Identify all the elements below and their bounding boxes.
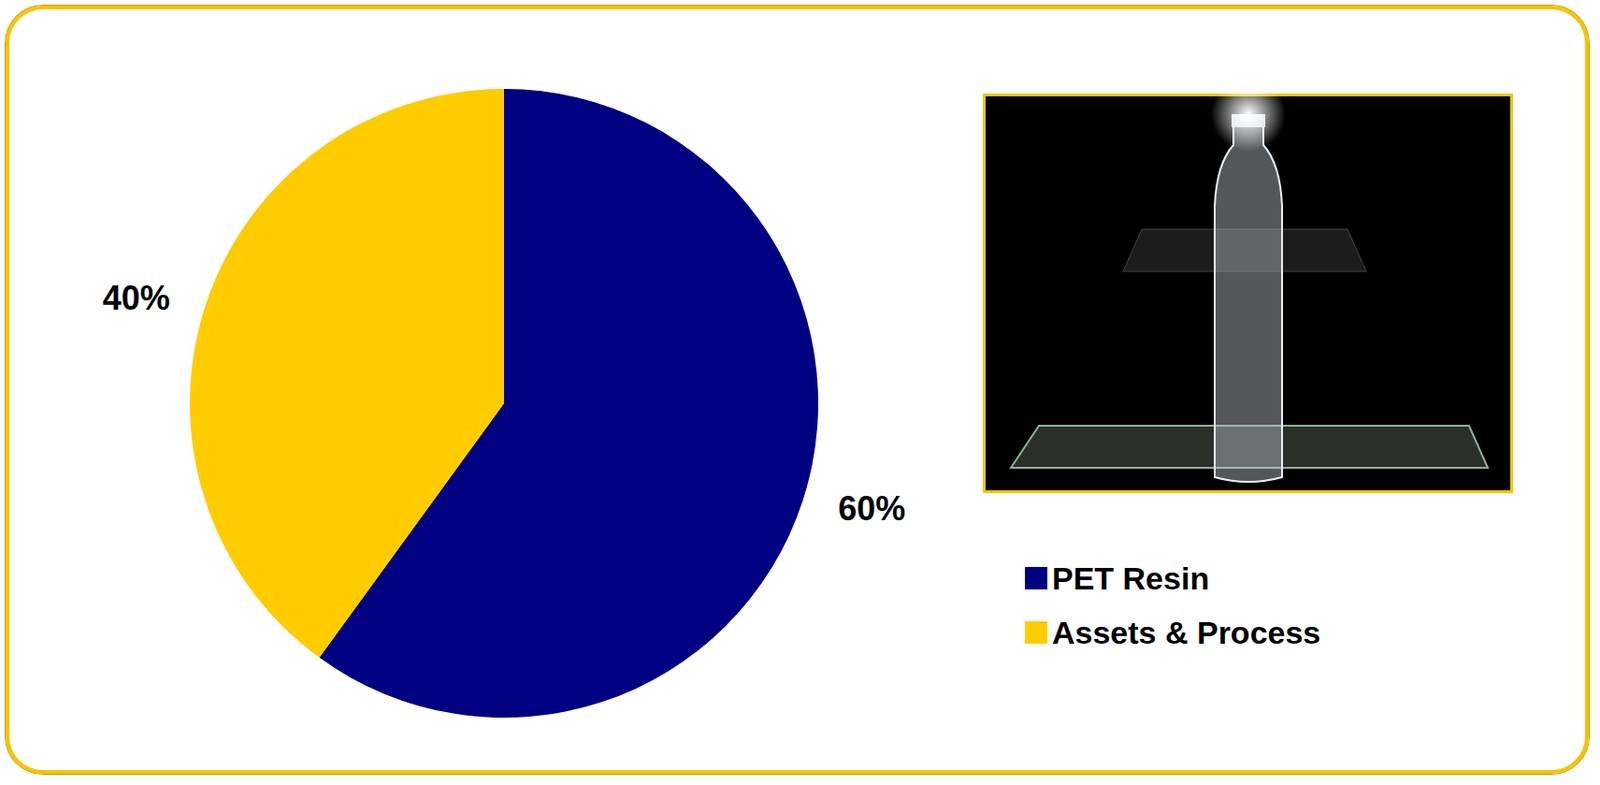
svg-text:Assets & Process: Assets & Process xyxy=(1052,614,1321,650)
svg-text:PET Resin: PET Resin xyxy=(1052,560,1210,596)
svg-text:60%: 60% xyxy=(837,489,906,528)
svg-text:40%: 40% xyxy=(102,278,171,318)
